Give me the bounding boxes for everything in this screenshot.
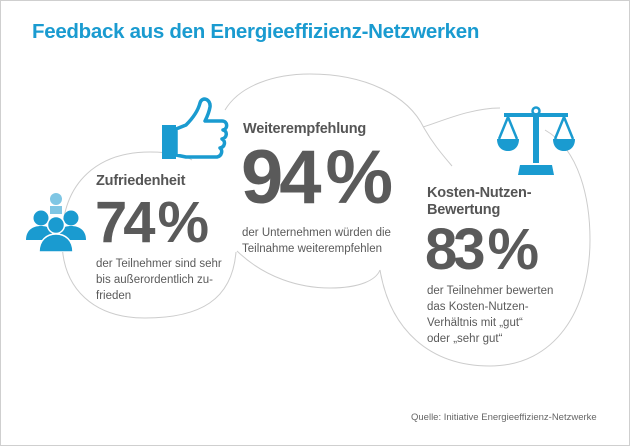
description-line: frieden bbox=[96, 290, 132, 302]
description-line: der Teilnehmer sind sehr bbox=[96, 258, 222, 270]
bubble-middle-bottom-outline bbox=[236, 250, 381, 289]
stat-recommendation-unit: % bbox=[325, 135, 394, 220]
stat-satisfaction-heading: Zufriedenheit bbox=[96, 173, 186, 189]
heading-line: Kosten-Nutzen- bbox=[427, 185, 532, 201]
stat-cost-benefit-heading: Kosten-Nutzen- Bewertung bbox=[427, 185, 532, 219]
stat-cost-benefit-unit: % bbox=[487, 217, 540, 282]
description-line: Teilnahme weiterempfehlen bbox=[242, 243, 382, 255]
description-line: oder „sehr gut“ bbox=[427, 333, 503, 345]
stat-satisfaction-unit: % bbox=[157, 190, 210, 255]
stat-satisfaction-number: 74 bbox=[95, 190, 155, 255]
scales-icon bbox=[497, 106, 575, 175]
stat-cost-benefit-value: 83% bbox=[425, 221, 539, 279]
stat-satisfaction-description: der Teilnehmer sind sehr bis außerordent… bbox=[96, 256, 222, 304]
heading-line: Bewertung bbox=[427, 202, 501, 218]
source-note: Quelle: Initiative Energieeffizienz-Netz… bbox=[411, 412, 597, 423]
bubble-right-outline bbox=[379, 107, 591, 367]
thumbs-up-icon bbox=[162, 97, 229, 159]
stat-recommendation-heading: Weiterempfehlung bbox=[243, 121, 367, 137]
description-line: der Teilnehmer bewerten bbox=[427, 285, 554, 297]
stat-cost-benefit-number: 83 bbox=[425, 217, 485, 282]
stat-satisfaction-value: 74% bbox=[95, 194, 209, 252]
description-line: der Unternehmen würden die bbox=[242, 227, 391, 239]
description-line: bis außerordentlich zu- bbox=[96, 274, 213, 286]
stat-recommendation-description: der Unternehmen würden die Teilnahme wei… bbox=[242, 225, 391, 257]
page-title: Feedback aus den Energieeffizienz-Netzwe… bbox=[32, 20, 480, 43]
stat-recommendation-number: 94 bbox=[241, 135, 322, 220]
description-line: Verhältnis mit „gut“ bbox=[427, 317, 523, 329]
stat-recommendation-value: 94% bbox=[241, 140, 393, 216]
people-group-icon bbox=[26, 193, 86, 252]
stat-cost-benefit-description: der Teilnehmer bewerten das Kosten-Nutze… bbox=[427, 283, 553, 347]
bubble-middle-outline bbox=[224, 73, 453, 167]
description-line: das Kosten-Nutzen- bbox=[427, 301, 529, 313]
